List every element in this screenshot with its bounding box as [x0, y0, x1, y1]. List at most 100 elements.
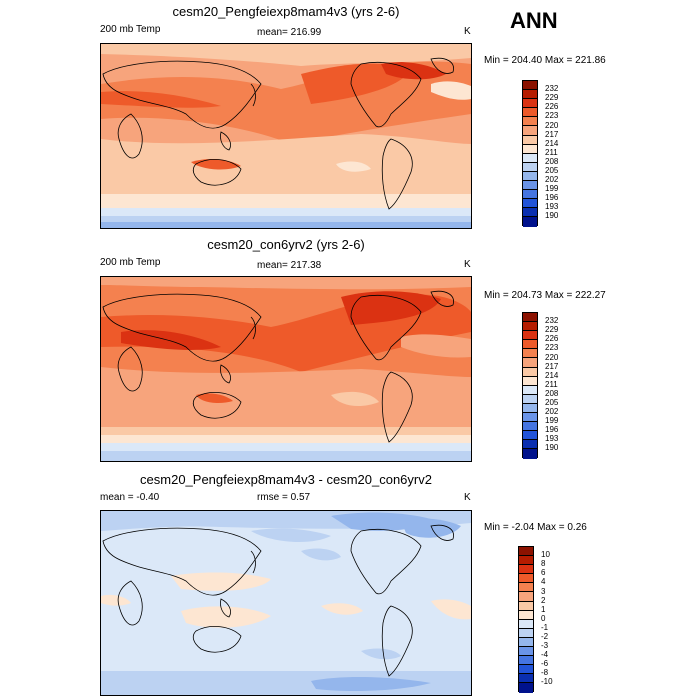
panel-1-colorbar: [522, 80, 538, 227]
colorbar-tick-label: -10: [541, 677, 553, 686]
panel-3-colorbar-swatch: [519, 656, 533, 666]
colorbar-tick-label: 226: [545, 334, 559, 343]
panel-3-colorbar-swatch: [519, 565, 533, 575]
panel-3-colorbar-swatch: [519, 547, 533, 557]
panel-1-colorbar-swatch: [523, 117, 537, 127]
colorbar-tick-label: 196: [545, 425, 559, 434]
panel-3-colorbar-swatch: [519, 619, 533, 629]
panel-1-colorbar-swatch: [523, 217, 537, 227]
colorbar-tick-label: -3: [541, 641, 549, 650]
colorbar-tick-label: -1: [541, 623, 549, 632]
colorbar-tick-label: 202: [545, 407, 559, 416]
panel-2-colorbar: [522, 312, 538, 459]
panel-1-colorbar-swatch: [523, 171, 537, 182]
panel-2-title: cesm20_con6yrv2 (yrs 2-6): [207, 237, 365, 252]
panel-3-colorbar: [518, 546, 534, 693]
panel-3-title: cesm20_Pengfeiexp8mam4v3 - cesm20_con6yr…: [140, 472, 432, 487]
panel-2-units-label: K: [464, 259, 471, 270]
colorbar-tick-label: 196: [545, 193, 559, 202]
colorbar-tick-label: 214: [545, 371, 559, 380]
panel-2-colorbar-swatch: [523, 431, 537, 441]
colorbar-tick-label: 4: [541, 577, 546, 586]
panel-2-colorbar-swatch: [523, 340, 537, 350]
panel-2-colorbar-swatch: [523, 358, 537, 368]
panel-3-colorbar-swatch: [519, 592, 533, 602]
colorbar-tick-label: -8: [541, 668, 549, 677]
panel-1-minmax: Min = 204.40 Max = 221.86: [484, 55, 606, 66]
panel-1-colorbar-swatch: [523, 90, 537, 100]
colorbar-tick-label: 205: [545, 398, 559, 407]
panel-3-colorbar-swatch: [519, 637, 533, 648]
panel-2-colorbar-swatch: [523, 413, 537, 423]
panel-1-mean-label: mean= 216.99: [257, 27, 322, 38]
colorbar-tick-label: 223: [545, 343, 559, 352]
colorbar-tick-label: 229: [545, 325, 559, 334]
panel-3-colorbar-swatch: [519, 601, 533, 611]
panel-1-colorbar-swatch: [523, 199, 537, 209]
colorbar-tick-label: 10: [541, 550, 550, 559]
panel-1-units-label: K: [464, 26, 471, 37]
colorbar-tick-label: 211: [545, 380, 558, 389]
panel-2-colorbar-swatch: [523, 385, 537, 395]
colorbar-tick-label: 190: [545, 443, 559, 452]
panel-2-colorbar-swatch: [523, 449, 537, 459]
colorbar-tick-label: 217: [545, 130, 559, 139]
panel-1-colorbar-swatch: [523, 144, 537, 154]
panel-2-colorbar-swatch: [523, 322, 537, 332]
panel-2-colorbar-swatch: [523, 403, 537, 414]
colorbar-tick-label: 211: [545, 148, 558, 157]
colorbar-tick-label: 232: [545, 84, 559, 93]
panel-1-colorbar-swatch: [523, 108, 537, 118]
panel-3-colorbar-swatch: [519, 574, 533, 584]
panel-3-colorbar-swatch: [519, 628, 533, 638]
panel-1-variable-label: 200 mb Temp: [100, 24, 161, 35]
panel-1-colorbar-swatch: [523, 126, 537, 136]
colorbar-tick-label: 2: [541, 596, 546, 605]
colorbar-tick-label: 199: [545, 416, 559, 425]
colorbar-tick-label: 208: [545, 157, 559, 166]
colorbar-tick-label: 223: [545, 111, 559, 120]
panel-2-colorbar-swatch: [523, 331, 537, 341]
panel-3-colorbar-swatch: [519, 683, 533, 693]
panel-3-colorbar-swatch: [519, 583, 533, 593]
panel-2-colorbar-swatch: [523, 367, 537, 377]
colorbar-tick-label: 205: [545, 166, 559, 175]
colorbar-tick-label: 217: [545, 362, 559, 371]
colorbar-tick-label: 199: [545, 184, 559, 193]
colorbar-tick-label: 214: [545, 139, 559, 148]
panel-1-colorbar-swatch: [523, 81, 537, 91]
colorbar-tick-label: 193: [545, 434, 559, 443]
colorbar-tick-label: 220: [545, 121, 559, 130]
panel-1-map: [100, 43, 472, 229]
panel-1-colorbar-swatch: [523, 181, 537, 191]
colorbar-tick-label: 193: [545, 202, 559, 211]
colorbar-tick-label: 232: [545, 316, 559, 325]
panel-2-colorbar-swatch: [523, 394, 537, 404]
panel-3-colorbar-swatch: [519, 556, 533, 566]
panel-2-minmax: Min = 204.73 Max = 222.27: [484, 290, 606, 301]
panel-2-colorbar-swatch: [523, 440, 537, 450]
colorbar-tick-label: 1: [541, 605, 546, 614]
panel-3-map: [100, 510, 472, 696]
colorbar-tick-label: 6: [541, 568, 546, 577]
panel-3-colorbar-swatch: [519, 610, 533, 620]
colorbar-tick-label: 208: [545, 389, 559, 398]
season-label: ANN: [510, 8, 558, 33]
panel-3-units-label: K: [464, 492, 471, 503]
colorbar-tick-label: 220: [545, 353, 559, 362]
panel-2-colorbar-swatch: [523, 422, 537, 432]
panel-2-variable-label: 200 mb Temp: [100, 257, 161, 268]
panel-1-colorbar-swatch: [523, 153, 537, 163]
panel-1-colorbar-swatch: [523, 190, 537, 200]
colorbar-tick-label: -6: [541, 659, 549, 668]
panel-1-colorbar-swatch: [523, 208, 537, 218]
panel-1-colorbar-swatch: [523, 99, 537, 109]
colorbar-tick-label: -4: [541, 650, 549, 659]
colorbar-tick-label: 190: [545, 211, 559, 220]
colorbar-tick-label: 3: [541, 587, 546, 596]
colorbar-tick-label: 8: [541, 559, 546, 568]
colorbar-tick-label: 202: [545, 175, 559, 184]
panel-2-map: [100, 276, 472, 462]
panel-2-mean-label: mean= 217.38: [257, 260, 322, 271]
panel-3-colorbar-swatch: [519, 665, 533, 675]
